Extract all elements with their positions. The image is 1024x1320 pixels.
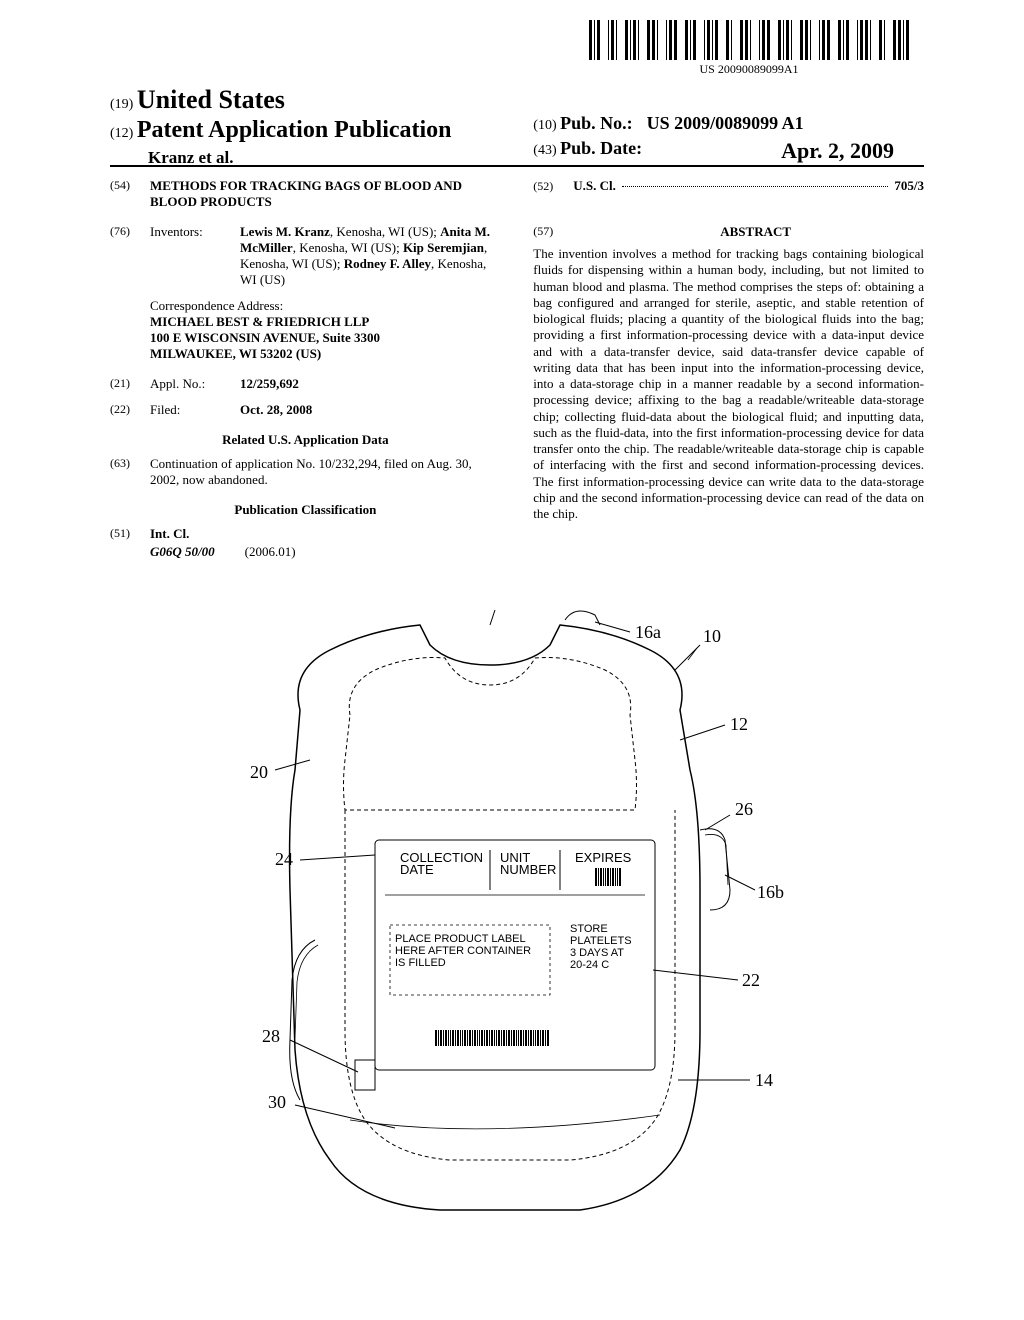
appl-value: 12/259,692 bbox=[240, 376, 501, 392]
inventors-label: Inventors: bbox=[150, 224, 240, 288]
ref-16a: 16a bbox=[635, 622, 661, 642]
pubno-num: (10) bbox=[533, 118, 556, 133]
filed-num: (22) bbox=[110, 402, 150, 418]
header: (19) United States (12) Patent Applicati… bbox=[110, 85, 924, 168]
inventors-num: (76) bbox=[110, 224, 150, 288]
ref-20: 20 bbox=[250, 762, 268, 782]
patent-figure: COLLECTION DATE UNIT NUMBER EXPIRES PLAC… bbox=[200, 610, 820, 1290]
correspond-label: Correspondence Address: bbox=[150, 298, 501, 314]
ref-14: 14 bbox=[755, 1070, 773, 1090]
uscl-num: (52) bbox=[533, 179, 567, 194]
pubdate-label: Pub. Date: bbox=[560, 138, 642, 158]
blood-bag-diagram: COLLECTION DATE UNIT NUMBER EXPIRES PLAC… bbox=[200, 610, 820, 1290]
ref-16b: 16b bbox=[757, 882, 784, 902]
fig-place: PLACE PRODUCT LABEL bbox=[395, 933, 526, 945]
header-left: (19) United States (12) Patent Applicati… bbox=[110, 85, 517, 168]
correspond-1: MICHAEL BEST & FRIEDRICH LLP bbox=[150, 314, 501, 330]
barcode-text: US 20090089099A1 bbox=[574, 62, 924, 77]
ref-26: 26 bbox=[735, 799, 753, 819]
related-heading: Related U.S. Application Data bbox=[110, 432, 501, 448]
filed-label: Filed: bbox=[150, 402, 240, 418]
country-num: (19) bbox=[110, 97, 133, 112]
abstract-text: The invention involves a method for trac… bbox=[533, 246, 924, 522]
abstract-num: (57) bbox=[533, 224, 567, 240]
intcl-year: (2006.01) bbox=[245, 544, 296, 560]
ref-12: 12 bbox=[730, 714, 748, 734]
ref-18: 18 bbox=[480, 610, 498, 612]
pub-num: (12) bbox=[110, 126, 133, 141]
fig-date: DATE bbox=[400, 862, 434, 877]
country: United States bbox=[137, 85, 285, 114]
ref-24: 24 bbox=[275, 849, 293, 869]
fig-number: NUMBER bbox=[500, 862, 556, 877]
pubdate-num: (43) bbox=[533, 143, 556, 158]
ref-30: 30 bbox=[268, 1092, 286, 1112]
title: METHODS FOR TRACKING BAGS OF BLOOD AND B… bbox=[150, 178, 501, 210]
appl-num: (21) bbox=[110, 376, 150, 392]
inventors-text: Lewis M. Kranz, Kenosha, WI (US); Anita … bbox=[240, 224, 501, 288]
barcode-icon bbox=[574, 20, 924, 60]
barcode-area: US 20090089099A1 bbox=[574, 20, 924, 77]
pubdate-value: Apr. 2, 2009 bbox=[781, 138, 894, 164]
abstract-heading: ABSTRACT bbox=[587, 224, 924, 240]
fig-temp: 20-24 C bbox=[570, 959, 609, 971]
fig-days: 3 DAYS AT bbox=[570, 947, 624, 959]
correspond-2: 100 E WISCONSIN AVENUE, Suite 3300 bbox=[150, 330, 501, 346]
cont-num: (63) bbox=[110, 456, 150, 488]
main-content: (54) METHODS FOR TRACKING BAGS OF BLOOD … bbox=[110, 178, 924, 560]
pubno-value: US 2009/0089099 A1 bbox=[647, 113, 804, 133]
fig-platelets: PLATELETS bbox=[570, 935, 632, 947]
appl-label: Appl. No.: bbox=[150, 376, 240, 392]
uscl-dots bbox=[622, 186, 888, 187]
correspond-3: MILWAUKEE, WI 53202 (US) bbox=[150, 346, 501, 362]
uscl-label: U.S. Cl. bbox=[573, 178, 616, 194]
ref-28: 28 bbox=[262, 1026, 280, 1046]
fig-store: STORE bbox=[570, 923, 608, 935]
fig-here: HERE AFTER CONTAINER bbox=[395, 945, 531, 957]
cont-text: Continuation of application No. 10/232,2… bbox=[150, 456, 501, 488]
divider bbox=[110, 165, 924, 167]
right-column: (52) U.S. Cl. 705/3 (57) ABSTRACT The in… bbox=[533, 178, 924, 522]
pubno-label: Pub. No.: bbox=[560, 113, 633, 133]
intcl-code: G06Q 50/00 bbox=[150, 544, 215, 560]
ref-10: 10 bbox=[703, 626, 721, 646]
intcl-num: (51) bbox=[110, 526, 150, 542]
title-num: (54) bbox=[110, 178, 150, 210]
correspondence: Correspondence Address: MICHAEL BEST & F… bbox=[150, 298, 501, 362]
uscl-value: 705/3 bbox=[894, 178, 924, 194]
fig-filled: IS FILLED bbox=[395, 957, 446, 969]
intcl-label: Int. Cl. bbox=[150, 526, 189, 542]
class-heading: Publication Classification bbox=[110, 502, 501, 518]
fig-expires: EXPIRES bbox=[575, 850, 632, 865]
left-column: (54) METHODS FOR TRACKING BAGS OF BLOOD … bbox=[110, 178, 501, 560]
filed-value: Oct. 28, 2008 bbox=[240, 402, 501, 418]
pub-label: Patent Application Publication bbox=[137, 117, 452, 143]
ref-22: 22 bbox=[742, 970, 760, 990]
header-right: (10) Pub. No.: US 2009/0089099 A1 (43) P… bbox=[533, 85, 924, 164]
